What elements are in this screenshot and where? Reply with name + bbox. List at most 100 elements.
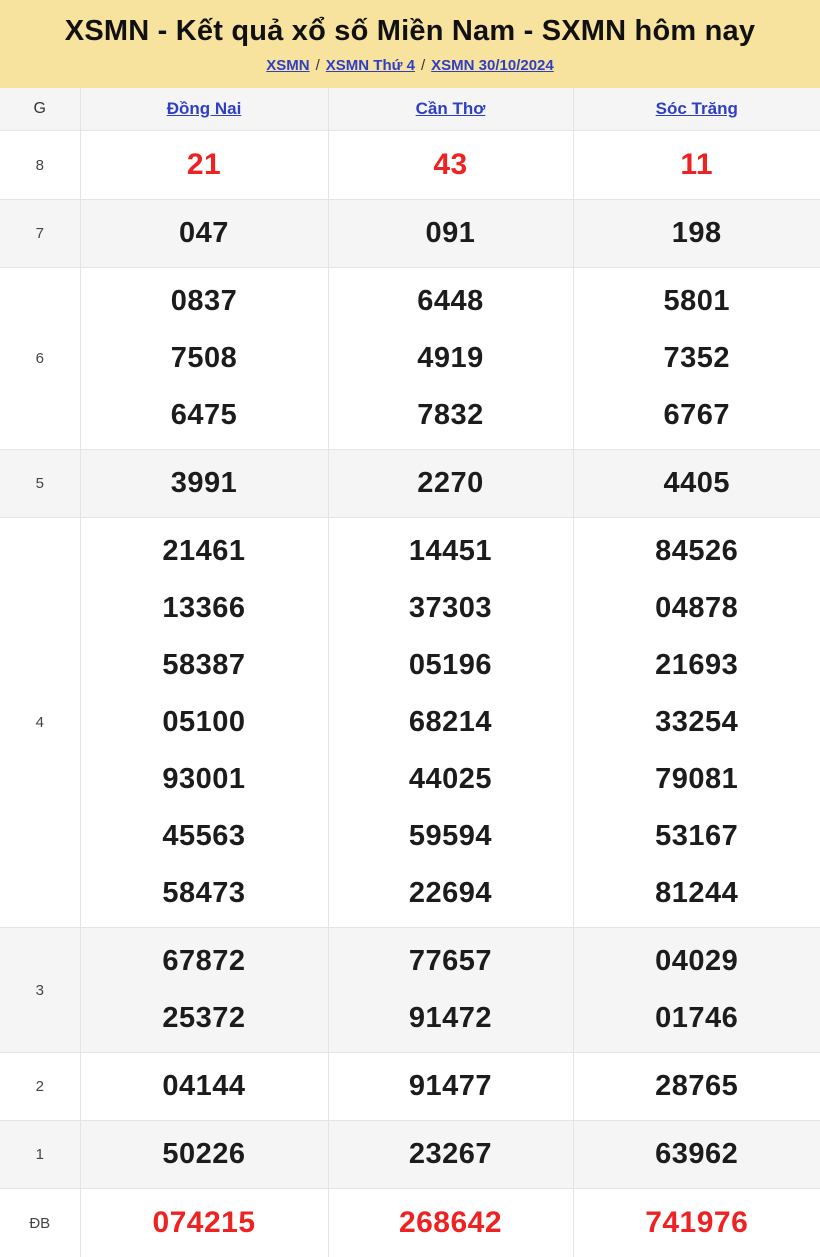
result-number: 37303 <box>329 580 573 637</box>
prize-label: 5 <box>0 450 80 518</box>
result-number: 6767 <box>574 387 820 444</box>
breadcrumb: XSMN/XSMN Thứ 4/XSMN 30/10/2024 <box>8 56 812 76</box>
prize-label: 7 <box>0 200 80 268</box>
prize-column-header: G <box>0 88 80 131</box>
result-number: 91477 <box>329 1058 573 1115</box>
results-table-header: G Đồng Nai Cần Thơ Sóc Trăng <box>0 88 820 131</box>
result-number: 43 <box>329 136 573 194</box>
page-header: XSMN - Kết quả xổ số Miền Nam - SXMN hôm… <box>0 0 820 88</box>
result-cell: 28765 <box>573 1053 820 1121</box>
result-number: 4405 <box>574 455 820 512</box>
breadcrumb-link-xsmn-thu4[interactable]: XSMN Thứ 4 <box>326 57 415 74</box>
result-number: 25372 <box>81 990 328 1047</box>
result-cell: 21 <box>80 131 328 200</box>
breadcrumb-link-xsmn-date[interactable]: XSMN 30/10/2024 <box>431 57 554 74</box>
result-number: 84526 <box>574 523 820 580</box>
result-number: 2270 <box>329 455 573 512</box>
result-number: 741976 <box>574 1194 820 1252</box>
result-number: 11 <box>574 136 820 194</box>
result-number: 198 <box>574 205 820 262</box>
result-number: 6475 <box>81 387 328 444</box>
result-number: 63962 <box>574 1126 820 1183</box>
result-number: 05100 <box>81 694 328 751</box>
province-link-soc-trang[interactable]: Sóc Trăng <box>656 99 738 118</box>
result-number: 67872 <box>81 933 328 990</box>
prize-label: 8 <box>0 131 80 200</box>
result-cell: 2270 <box>328 450 573 518</box>
result-number: 28765 <box>574 1058 820 1115</box>
province-link-dong-nai[interactable]: Đồng Nai <box>167 99 242 118</box>
result-cell: 04144 <box>80 1053 328 1121</box>
prize-label: 3 <box>0 928 80 1053</box>
result-number: 3991 <box>81 455 328 512</box>
result-cell: 091 <box>328 200 573 268</box>
prize-label: 1 <box>0 1121 80 1189</box>
breadcrumb-link-xsmn[interactable]: XSMN <box>266 57 309 74</box>
province-header-soc-trang: Sóc Trăng <box>573 88 820 131</box>
province-link-can-tho[interactable]: Cần Thơ <box>416 99 486 118</box>
result-number: 0837 <box>81 273 328 330</box>
breadcrumb-separator: / <box>415 57 431 74</box>
result-cell: 63962 <box>573 1121 820 1189</box>
result-number: 7508 <box>81 330 328 387</box>
result-number: 50226 <box>81 1126 328 1183</box>
page-title: XSMN - Kết quả xổ số Miền Nam - SXMN hôm… <box>8 13 812 49</box>
result-cell: 23267 <box>328 1121 573 1189</box>
result-number: 14451 <box>329 523 573 580</box>
result-cell: 50226 <box>80 1121 328 1189</box>
result-number: 79081 <box>574 751 820 808</box>
result-number: 59594 <box>329 808 573 865</box>
result-number: 33254 <box>574 694 820 751</box>
result-number: 7832 <box>329 387 573 444</box>
result-number: 53167 <box>574 808 820 865</box>
result-number: 58473 <box>81 865 328 922</box>
result-number: 68214 <box>329 694 573 751</box>
result-cell: 43 <box>328 131 573 200</box>
province-header-dong-nai: Đồng Nai <box>80 88 328 131</box>
prize-label: 6 <box>0 268 80 450</box>
result-number: 45563 <box>81 808 328 865</box>
breadcrumb-separator: / <box>310 57 326 74</box>
result-number: 81244 <box>574 865 820 922</box>
prize-label: 2 <box>0 1053 80 1121</box>
result-number: 7352 <box>574 330 820 387</box>
prize-label: 4 <box>0 518 80 928</box>
result-number: 44025 <box>329 751 573 808</box>
result-number: 5801 <box>574 273 820 330</box>
result-number: 4919 <box>329 330 573 387</box>
result-cell: 4405 <box>573 450 820 518</box>
result-number: 6448 <box>329 273 573 330</box>
result-cell: 198 <box>573 200 820 268</box>
province-header-can-tho: Cần Thơ <box>328 88 573 131</box>
result-number: 13366 <box>81 580 328 637</box>
result-number: 93001 <box>81 751 328 808</box>
result-cell: 047 <box>80 200 328 268</box>
result-number: 04029 <box>574 933 820 990</box>
result-number: 091 <box>329 205 573 262</box>
result-number: 04144 <box>81 1058 328 1115</box>
result-number: 23267 <box>329 1126 573 1183</box>
result-cell: 91477 <box>328 1053 573 1121</box>
result-number: 21 <box>81 136 328 194</box>
result-number: 21693 <box>574 637 820 694</box>
result-number: 22694 <box>329 865 573 922</box>
